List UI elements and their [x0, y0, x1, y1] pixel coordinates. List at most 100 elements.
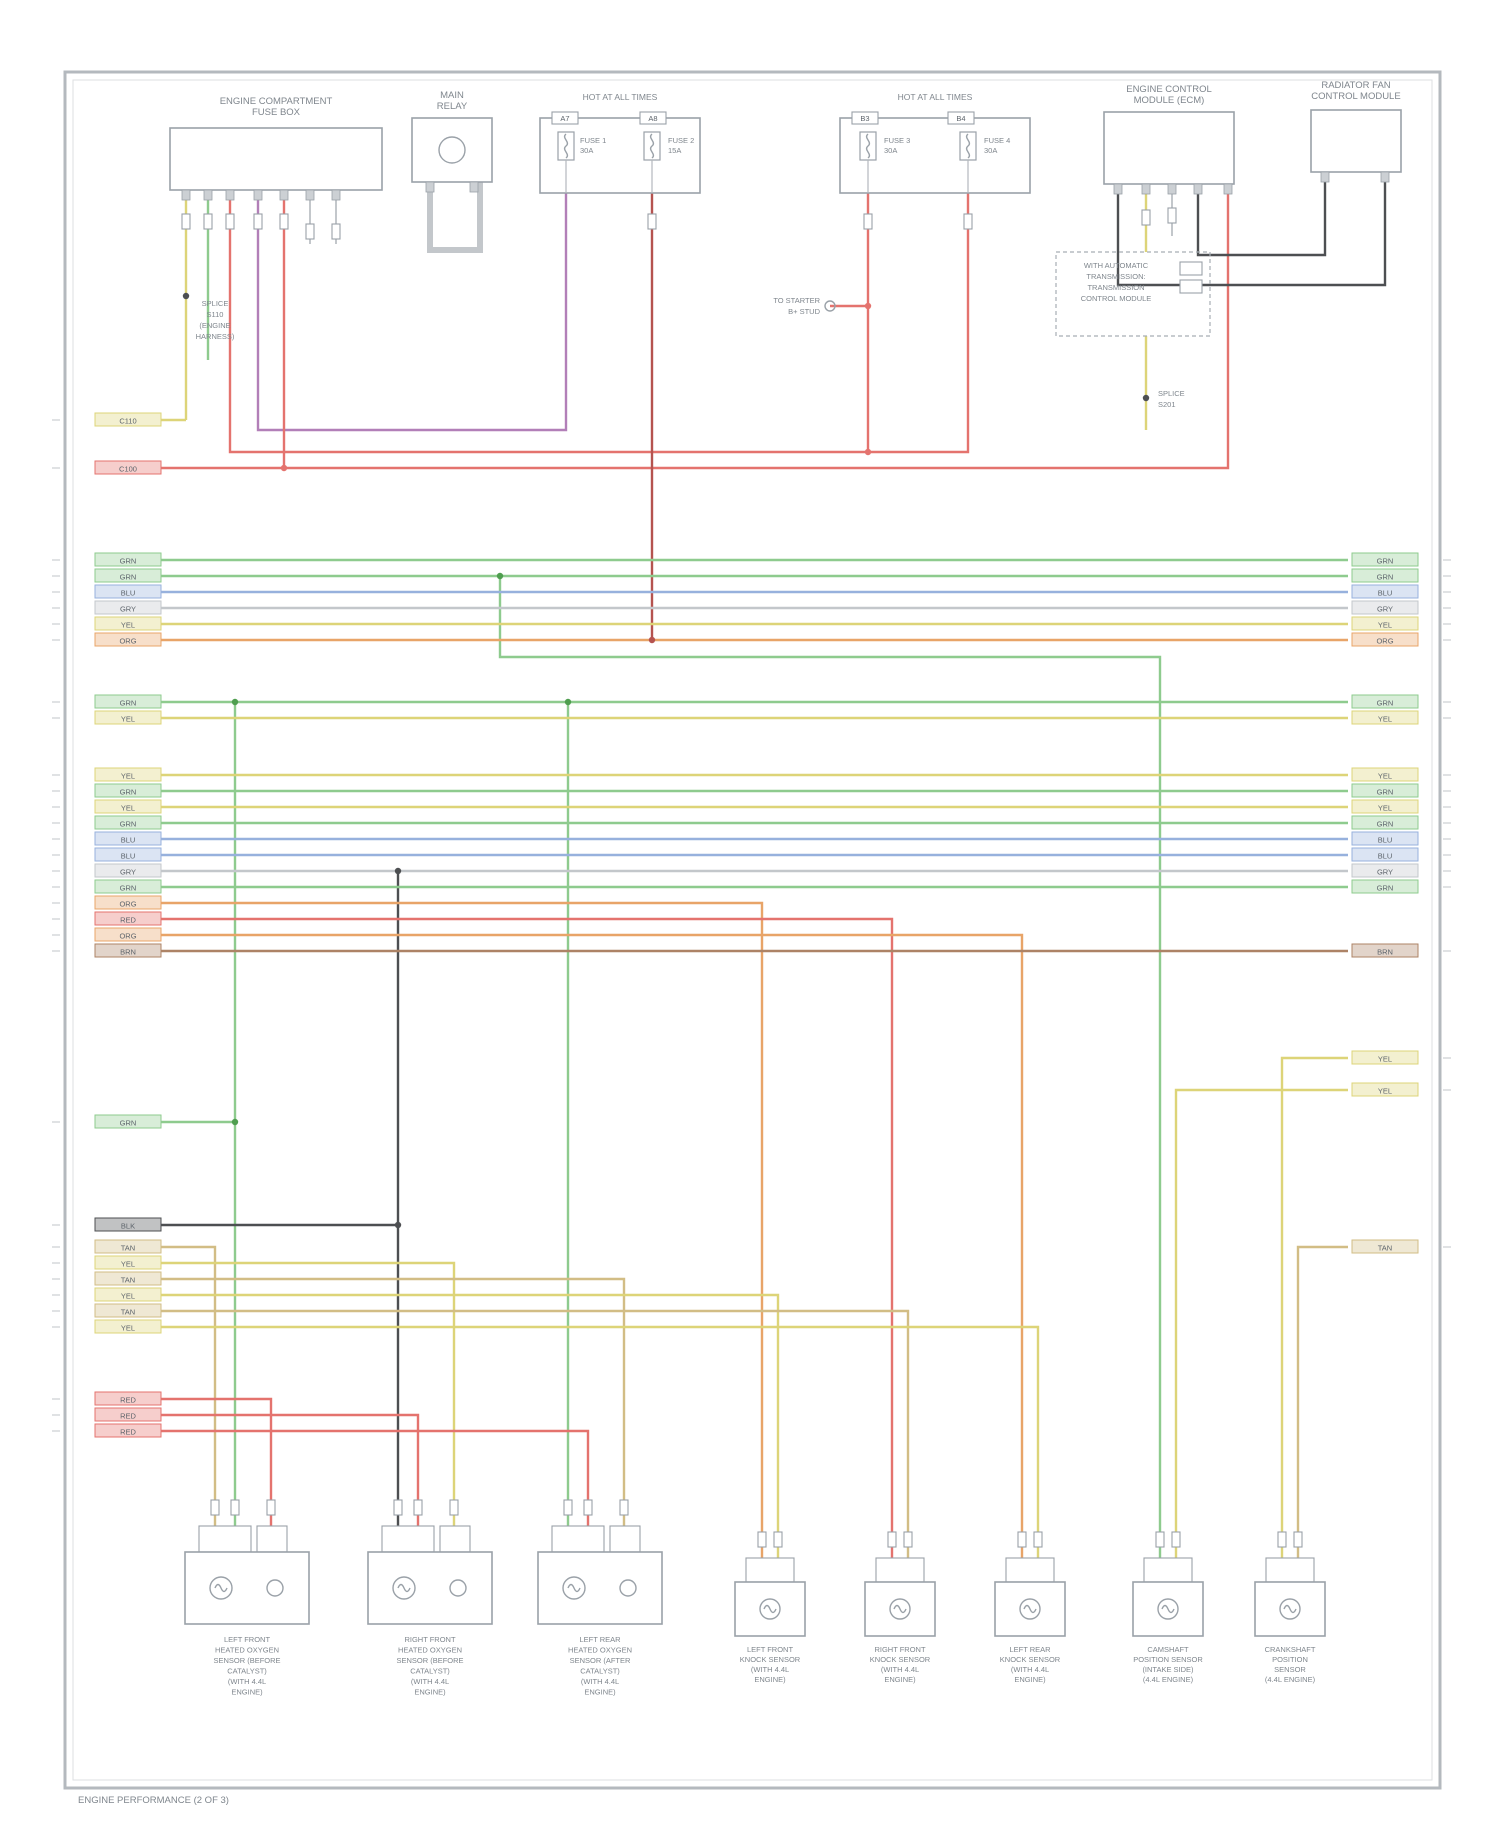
inline-connector	[393, 1499, 403, 1516]
wire-tag-label: GRN	[120, 788, 137, 797]
stud-label: B+ STUD	[788, 307, 820, 316]
wire-tag	[1351, 552, 1419, 567]
wire-tag	[94, 895, 162, 910]
wire-tag-label: GRY	[120, 605, 136, 614]
component-label: LEFT REAR	[579, 1635, 621, 1644]
wire	[1174, 1088, 1348, 1558]
connector-tag-label: B4	[956, 114, 965, 123]
wire-tag-label: YEL	[121, 1324, 135, 1333]
splice-dot	[496, 572, 504, 580]
power-feed-header: HOT AT ALL TIMES	[583, 92, 658, 102]
bus-wires	[161, 172, 1387, 1558]
pin	[279, 189, 289, 201]
wire-tag-label: YEL	[121, 715, 135, 724]
inline-connector	[1155, 1531, 1165, 1548]
sensor-element	[893, 1604, 907, 1614]
wire	[161, 933, 1024, 1558]
wire-tag	[1351, 815, 1419, 830]
wire-tag-label: GRN	[1377, 573, 1394, 582]
connector-tag	[551, 111, 579, 125]
component-label: CATALYST)	[227, 1667, 267, 1676]
component-label: MAIN	[440, 90, 464, 101]
splice-line: SPLICE	[1158, 389, 1185, 398]
sensor-element	[1283, 1604, 1297, 1614]
wire-tag	[94, 879, 162, 894]
wire-tag-label: YEL	[1378, 772, 1392, 781]
inline-connector	[1033, 1531, 1043, 1548]
connector-stub	[1005, 1557, 1055, 1583]
wire-tag	[1351, 710, 1419, 725]
wire-tag	[94, 1303, 162, 1318]
wire-tag-label: GRN	[1377, 820, 1394, 829]
component-label: (WITH 4.4L	[881, 1665, 919, 1674]
wire	[1296, 1245, 1348, 1558]
splice-line: S201	[1158, 400, 1176, 409]
connector-stub	[1265, 1557, 1315, 1583]
wire-tag	[94, 1391, 162, 1406]
component-label: CATALYST)	[410, 1667, 450, 1676]
wire-tag	[94, 1407, 162, 1422]
wire	[427, 182, 483, 253]
splices-and-connectors	[181, 207, 1177, 1229]
component-label: (WITH 4.4L	[228, 1677, 266, 1686]
pin	[1167, 183, 1177, 195]
wire-tag-label: ORG	[119, 932, 136, 941]
inline-connector	[963, 213, 973, 230]
splice-dot	[864, 302, 872, 310]
inline-connector	[863, 213, 873, 230]
fuse-label: FUSE 3	[884, 136, 910, 145]
fuse-rating: 30A	[580, 146, 593, 155]
wire-tag	[94, 460, 162, 475]
splice-dot	[394, 867, 402, 875]
wire-tag-label: ORG	[1376, 637, 1393, 646]
inline-connector	[619, 1499, 629, 1516]
component-label: RIGHT FRONT	[404, 1635, 456, 1644]
wire-tag-label: GRN	[120, 573, 137, 582]
wire-tag	[1351, 799, 1419, 814]
component-label: CONTROL MODULE	[1311, 91, 1400, 102]
connector-stub	[256, 1525, 288, 1553]
sensor-symbol	[449, 1579, 467, 1597]
component-label: (4.4L ENGINE)	[1265, 1675, 1316, 1684]
top-components: ENGINE COMPARTMENT FUSE BOX MAIN RELAY H…	[169, 80, 1402, 409]
inline-connector	[1171, 1531, 1181, 1548]
splice-line: (ENGINE	[199, 321, 230, 330]
splice-dot	[280, 464, 288, 472]
component-label: CATALYST)	[580, 1667, 620, 1676]
wire	[161, 1309, 910, 1558]
wire-tag	[94, 600, 162, 615]
wire-tag-label: GRN	[120, 557, 137, 566]
component-label: KNOCK SENSOR	[1000, 1655, 1061, 1664]
wire-tag	[94, 927, 162, 942]
page-frame	[63, 70, 1442, 1790]
fuse-rating: 15A	[668, 146, 681, 155]
wire-tag-label: TAN	[121, 1276, 135, 1285]
wire-tag	[94, 1319, 162, 1334]
wire-tag-label: GRY	[1377, 605, 1393, 614]
component-label: CRANKSHAFT	[1265, 1645, 1316, 1654]
pin	[331, 189, 341, 201]
connector-tag-label: A8	[648, 114, 657, 123]
wire	[161, 1413, 420, 1526]
wire-tag-label: YEL	[121, 804, 135, 813]
sensor-symbol	[209, 1576, 233, 1600]
inline-connector	[253, 213, 263, 230]
component-label: CAMSHAFT	[1147, 1645, 1189, 1654]
component-box	[169, 127, 383, 191]
pin	[1193, 183, 1203, 195]
splice-dot	[864, 448, 872, 456]
component-fuse-box: ENGINE COMPARTMENT FUSE BOX	[169, 96, 383, 201]
relay-coil-symbol	[438, 136, 466, 164]
inline-connector	[203, 213, 213, 230]
component-label: SENSOR	[1274, 1665, 1306, 1674]
sensor-symbol	[1279, 1598, 1301, 1620]
inline-connector	[1017, 1531, 1027, 1548]
wire-tag	[94, 1114, 162, 1129]
connector-stub	[198, 1525, 252, 1553]
component-control-module: ENGINE CONTROL MODULE (ECM)	[1103, 84, 1235, 195]
component-label: SENSOR (BEFORE	[396, 1656, 463, 1665]
wire-tag-label: GRN	[1377, 557, 1394, 566]
component-fan-module: RADIATOR FAN CONTROL MODULE	[1310, 80, 1402, 183]
wire-tag-label: YEL	[121, 772, 135, 781]
